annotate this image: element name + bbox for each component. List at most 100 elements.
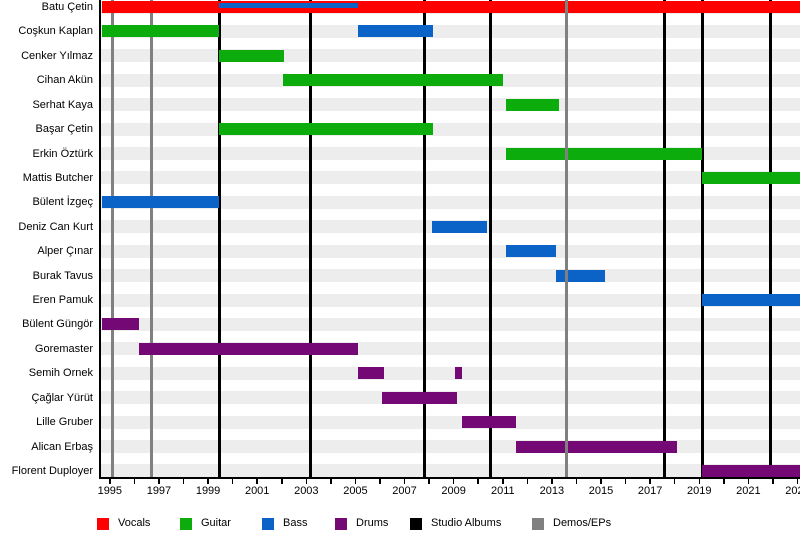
x-axis-tick — [698, 479, 701, 484]
member-label: Serhat Kaya — [32, 98, 93, 111]
timeline-bar — [701, 171, 800, 184]
legend-item-drums: Drums — [335, 517, 388, 530]
member-label: Burak Tavus — [32, 269, 93, 282]
member-label: Lille Gruber — [36, 416, 93, 429]
row-stripe — [100, 244, 800, 258]
x-axis-tick — [256, 479, 258, 484]
x-axis-tick — [231, 479, 234, 484]
timeline-bar — [701, 464, 800, 477]
member-label: Başar Çetin — [35, 123, 93, 136]
row-stripe — [100, 269, 800, 283]
x-axis-tick — [796, 479, 799, 484]
x-axis-tick — [772, 479, 774, 484]
timeline-bar — [102, 1, 800, 13]
member-label: Batu Çetin — [41, 1, 93, 13]
member-label: Semih Ornek — [28, 367, 93, 380]
x-axis-tick-label: 2013 — [539, 485, 565, 497]
x-axis-tick-label: 2009 — [441, 485, 466, 497]
legend-item-vocals: Vocals — [97, 517, 150, 530]
member-label: Çağlar Yürüt — [31, 391, 93, 404]
x-axis-tick — [673, 479, 676, 484]
member-label: Alper Çınar — [37, 245, 93, 258]
x-axis-tick — [354, 479, 357, 484]
x-axis-tick — [428, 479, 430, 484]
timeline-bar — [219, 49, 285, 62]
row-stripe — [100, 171, 800, 185]
x-axis-tick — [526, 479, 529, 484]
timeline-bar — [462, 416, 517, 429]
member-label: Coşkun Kaplan — [18, 25, 93, 38]
x-axis-tick — [281, 479, 283, 484]
member-label: Florent Duployer — [11, 464, 93, 477]
legend-label: Studio Albums — [431, 517, 502, 529]
legend-item-demos-eps: Demos/EPs — [532, 517, 611, 530]
x-axis-tick-label: 2021 — [736, 485, 761, 497]
timeline-bar — [102, 25, 220, 38]
row-stripe — [100, 49, 800, 63]
timeline-bar — [506, 147, 702, 160]
x-axis-tick — [624, 479, 627, 484]
member-label: Eren Pamuk — [32, 294, 93, 307]
timeline-bar — [555, 269, 605, 282]
timeline-bar — [102, 196, 220, 209]
row-stripe — [100, 464, 800, 478]
x-axis-tick-label: 2017 — [637, 485, 663, 497]
row-stripe — [100, 24, 800, 38]
member-label: Alican Erbaş — [31, 440, 93, 453]
timeline-bar — [506, 98, 560, 111]
x-axis-tick — [182, 479, 185, 484]
member-label: Cihan Akün — [36, 74, 93, 87]
bar-role-overlay — [219, 2, 358, 8]
row-stripe — [100, 195, 800, 209]
x-axis-tick — [452, 479, 455, 484]
studio-album-line — [489, 0, 493, 478]
demo-ep-line — [150, 0, 154, 478]
legend-color-swatch — [532, 517, 544, 530]
legend-color-swatch — [262, 517, 274, 530]
x-axis-tick-label: 2005 — [343, 485, 368, 497]
legend-label: Demos/EPs — [553, 517, 612, 529]
x-axis-tick — [330, 479, 332, 484]
x-axis-tick — [305, 479, 308, 484]
demo-ep-line — [565, 0, 569, 478]
studio-album-line — [217, 0, 221, 478]
x-axis-tick-label: 2019 — [687, 485, 712, 497]
x-axis-tick — [723, 479, 725, 484]
row-stripe — [100, 293, 800, 307]
x-axis-tick-label: 2007 — [392, 485, 417, 497]
x-axis-tick — [158, 479, 160, 484]
studio-album-line — [422, 0, 426, 478]
timeline-bar — [219, 123, 433, 136]
legend-color-swatch — [180, 517, 192, 530]
legend-label: Bass — [283, 517, 308, 529]
x-axis-tick — [477, 479, 479, 484]
x-axis-tick — [109, 479, 111, 484]
x-axis-tick — [207, 479, 209, 484]
x-axis-tick-label: 2015 — [588, 485, 614, 497]
member-label: Mattis Butcher — [22, 171, 93, 184]
timeline-bar — [102, 318, 140, 331]
demo-ep-line — [110, 0, 114, 478]
timeline-bar — [382, 391, 458, 404]
member-label: Cenker Yılmaz — [21, 49, 93, 62]
member-label: Deniz Can Kurt — [18, 220, 93, 233]
x-axis-tick — [747, 479, 750, 484]
legend-item-guitar: Guitar — [180, 517, 231, 530]
timeline-bar — [139, 342, 358, 355]
legend-label: Vocals — [118, 517, 151, 529]
x-axis-tick-label: 2023 — [785, 485, 800, 497]
timeline-bar — [454, 367, 463, 380]
x-axis-tick-label: 1995 — [97, 485, 123, 497]
row-stripe — [100, 122, 800, 136]
x-axis-tick — [600, 479, 602, 484]
legend-color-swatch — [97, 517, 109, 530]
member-label: Goremaster — [34, 342, 93, 355]
x-axis-tick — [133, 479, 136, 484]
x-axis-tick — [575, 479, 578, 484]
legend-color-swatch — [335, 517, 347, 530]
timeline-bar — [506, 245, 556, 258]
timeline-bar — [282, 74, 503, 87]
timeline-bar — [516, 440, 678, 453]
x-axis-tick — [551, 479, 553, 484]
member-label: Bülent Güngör — [22, 318, 93, 331]
